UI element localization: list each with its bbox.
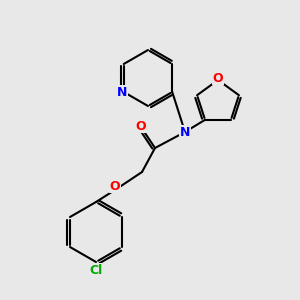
- Text: O: O: [110, 179, 120, 193]
- Text: N: N: [180, 125, 190, 139]
- Text: Cl: Cl: [89, 263, 103, 277]
- Text: O: O: [136, 119, 146, 133]
- Text: O: O: [213, 71, 223, 85]
- Text: N: N: [117, 85, 127, 98]
